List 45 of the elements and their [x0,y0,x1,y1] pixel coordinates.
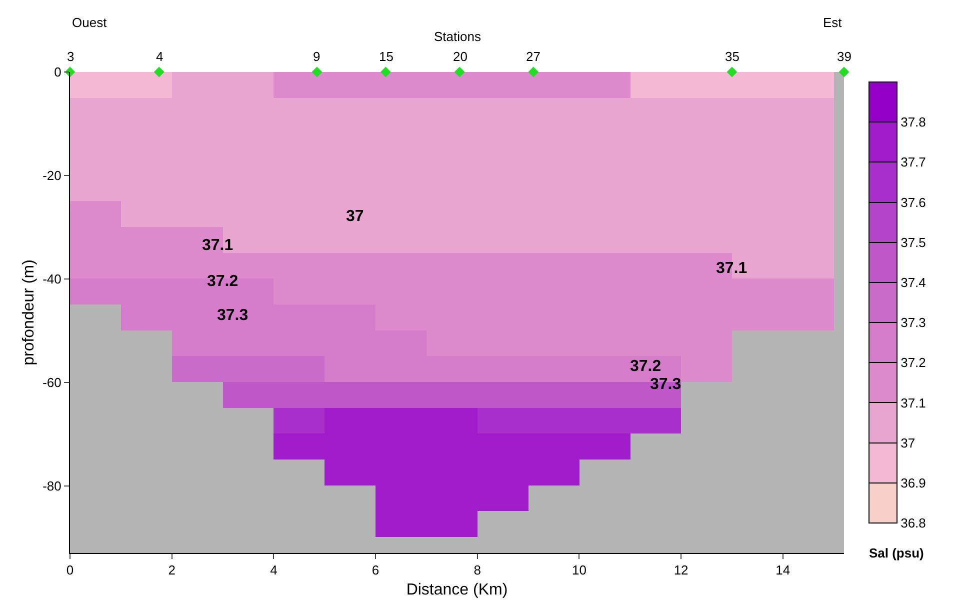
annotation: 39 [837,49,852,64]
x-tick-label: 8 [474,562,481,578]
y-tick-label: 0 [54,64,62,80]
annotation: 35 [725,49,740,64]
annotation: 37 [346,208,364,225]
annotation: 4 [156,49,164,64]
x-tick-label: 10 [572,562,586,578]
annotation: 15 [379,49,394,64]
x-tick-label: 6 [372,562,380,578]
x-tick-label: 4 [270,562,278,578]
color-bar-label: 37.4 [900,275,926,290]
color-bar-label: 36.8 [900,516,926,531]
text: Stations [434,29,482,44]
x-tick-label: 12 [674,562,688,578]
color-bar-title: Sal (psu) [868,545,924,560]
annotation: 9 [313,49,320,64]
x-tick-label: 2 [168,562,176,578]
y-tick-label: -40 [42,271,62,286]
annotation: 3 [67,49,74,64]
annotation: 37.2 [207,273,238,290]
color-bar-label: 36.9 [900,475,926,490]
color-bar-label: 37 [900,435,916,450]
y-tick-label: -20 [42,168,62,183]
x-axis-title: Distance (Km) [406,581,508,598]
color-bar-label: 37.8 [900,114,926,130]
x-tick-label: 14 [776,562,790,578]
annotation: 37.1 [202,237,234,254]
color-bar-label: 37.2 [900,355,926,370]
y-tick-label: -60 [42,374,62,390]
annotation: 37.1 [716,260,748,277]
annotation: 37.3 [217,307,248,324]
y-axis-title: profondeur (m) [20,260,38,366]
color-bar-label: 37.5 [900,234,926,250]
x-tick-label: 0 [66,562,74,578]
color-bar-label: 37.3 [900,315,926,330]
color-bar-label: 37.1 [900,395,926,410]
y-tick-label: -80 [42,478,62,494]
text: Est [823,15,842,30]
annotation: 27 [526,49,540,64]
annotation: 37.3 [650,376,682,393]
color-bar-label: 37.6 [900,194,926,210]
text: Ouest [72,15,108,30]
annotation: 37.2 [630,358,662,375]
color-bar-label: 37.7 [900,154,926,170]
annotation: 20 [453,49,468,64]
